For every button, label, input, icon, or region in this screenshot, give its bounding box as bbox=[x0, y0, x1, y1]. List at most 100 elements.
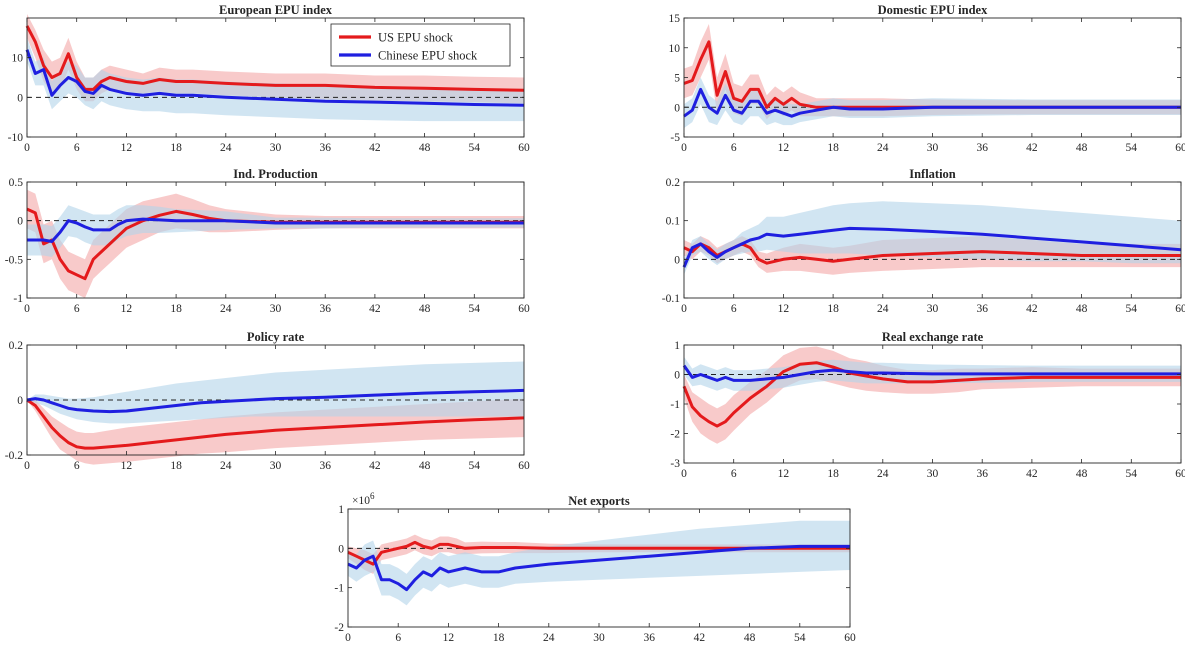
panel-title: Ind. Production bbox=[233, 167, 318, 181]
x-tick-label: 42 bbox=[369, 303, 381, 315]
x-tick-label: 48 bbox=[419, 142, 431, 154]
x-tick-label: 36 bbox=[976, 142, 988, 154]
x-tick-label: 48 bbox=[1076, 468, 1088, 480]
x-tick-label: 18 bbox=[827, 142, 839, 154]
x-tick-label: 48 bbox=[419, 460, 431, 472]
x-tick-label: 0 bbox=[681, 468, 687, 480]
x-tick-label: 30 bbox=[927, 303, 939, 315]
x-tick-label: 36 bbox=[319, 142, 331, 154]
y-tick-label: -0.1 bbox=[662, 293, 680, 305]
panel-title: Real exchange rate bbox=[882, 330, 984, 344]
x-tick-label: 24 bbox=[220, 142, 232, 154]
x-tick-label: 0 bbox=[24, 142, 30, 154]
y-tick-label: -2 bbox=[334, 622, 344, 634]
x-tick-label: 24 bbox=[877, 142, 889, 154]
x-tick-label: 30 bbox=[270, 460, 282, 472]
y-tick-label: 1 bbox=[674, 340, 680, 352]
x-tick-label: 24 bbox=[543, 632, 555, 644]
x-tick-label: 18 bbox=[170, 460, 182, 472]
y-tick-label: -1 bbox=[670, 399, 680, 411]
series-line-chinese-epu-shock bbox=[26, 388, 525, 414]
band-chinese-epu-shock bbox=[684, 201, 1181, 275]
x-tick-label: 12 bbox=[778, 468, 790, 480]
x-tick-label: 18 bbox=[827, 468, 839, 480]
panel-title: Policy rate bbox=[247, 330, 305, 344]
x-tick-label: 60 bbox=[844, 632, 856, 644]
y-tick-label: -2 bbox=[670, 429, 680, 441]
y-tick-label: -3 bbox=[670, 458, 680, 470]
x-tick-label: 6 bbox=[74, 142, 80, 154]
y-tick-label: 15 bbox=[669, 13, 681, 25]
x-tick-label: 48 bbox=[1076, 303, 1088, 315]
x-tick-label: 12 bbox=[778, 142, 790, 154]
x-tick-label: 42 bbox=[369, 460, 381, 472]
y-tick-label: 0.5 bbox=[9, 177, 24, 189]
panel-title: Domestic EPU index bbox=[878, 3, 988, 17]
legend-label-chinese-epu-shock: Chinese EPU shock bbox=[378, 49, 478, 63]
y-tick-label: -0.5 bbox=[5, 254, 23, 266]
x-tick-label: 30 bbox=[270, 142, 282, 154]
x-tick-label: 6 bbox=[74, 460, 80, 472]
series-line-chinese-epu-shock bbox=[682, 226, 1182, 268]
x-tick-label: 0 bbox=[24, 303, 30, 315]
x-tick-label: 36 bbox=[319, 460, 331, 472]
x-tick-label: 60 bbox=[518, 142, 530, 154]
series-line-chinese-epu-shock bbox=[27, 217, 524, 243]
series-line-chinese-epu-shock bbox=[25, 49, 525, 107]
legend: US EPU shock Chinese EPU shock bbox=[330, 23, 511, 67]
axis-scale-label: ×106 bbox=[352, 491, 375, 507]
x-tick-label: 30 bbox=[927, 142, 939, 154]
x-tick-label: 60 bbox=[1175, 468, 1185, 480]
x-tick-label: 18 bbox=[827, 303, 839, 315]
x-tick-label: 42 bbox=[1026, 142, 1038, 154]
x-tick-label: 42 bbox=[1026, 468, 1038, 480]
y-tick-label: 0 bbox=[17, 395, 23, 407]
x-tick-label: 54 bbox=[469, 460, 481, 472]
x-tick-label: 18 bbox=[493, 632, 505, 644]
legend-label-us-epu-shock: US EPU shock bbox=[378, 31, 454, 45]
y-tick-label: 0 bbox=[674, 254, 680, 266]
legend-box bbox=[330, 23, 511, 67]
x-tick-label: 6 bbox=[731, 303, 737, 315]
x-tick-label: 6 bbox=[74, 303, 80, 315]
y-tick-label: 10 bbox=[12, 53, 24, 65]
y-tick-label: 0 bbox=[674, 370, 680, 382]
x-tick-label: 54 bbox=[1126, 303, 1138, 315]
y-tick-label: -5 bbox=[670, 132, 680, 144]
y-tick-label: 0 bbox=[17, 92, 23, 104]
y-tick-label: -1 bbox=[13, 293, 23, 305]
y-tick-label: 0.1 bbox=[666, 216, 681, 228]
x-tick-label: 48 bbox=[744, 632, 756, 644]
y-tick-label: 5 bbox=[674, 73, 680, 85]
x-tick-label: 42 bbox=[1026, 303, 1038, 315]
x-tick-label: 42 bbox=[694, 632, 706, 644]
y-tick-label: 10 bbox=[669, 43, 681, 55]
x-tick-label: 48 bbox=[1076, 142, 1088, 154]
x-tick-label: 30 bbox=[270, 303, 282, 315]
x-tick-label: 6 bbox=[395, 632, 401, 644]
x-tick-label: 36 bbox=[976, 468, 988, 480]
series-line-us-epu-shock bbox=[25, 25, 525, 92]
x-tick-label: 30 bbox=[593, 632, 605, 644]
x-tick-label: 48 bbox=[419, 303, 431, 315]
x-tick-label: 12 bbox=[778, 303, 790, 315]
x-tick-label: 54 bbox=[1126, 468, 1138, 480]
x-tick-label: 36 bbox=[976, 303, 988, 315]
x-tick-label: 6 bbox=[731, 142, 737, 154]
x-tick-label: 0 bbox=[681, 303, 687, 315]
x-tick-label: 12 bbox=[121, 142, 133, 154]
x-tick-label: 24 bbox=[220, 460, 232, 472]
band-us-epu-shock bbox=[684, 24, 1181, 120]
x-tick-label: 36 bbox=[319, 303, 331, 315]
x-tick-label: 6 bbox=[731, 468, 737, 480]
y-tick-label: -1 bbox=[334, 583, 344, 595]
x-tick-label: 54 bbox=[794, 632, 806, 644]
panel-real-exchange-rate: 0 6 12 18 24 30 36 42 48 54 60 -3 -2 -1 0 1 Real exchang… bbox=[670, 330, 1185, 480]
x-tick-label: 36 bbox=[643, 632, 655, 644]
series-line-chinese-epu-shock bbox=[683, 87, 1181, 118]
band-chinese-epu-shock bbox=[684, 77, 1181, 129]
x-tick-label: 12 bbox=[443, 632, 455, 644]
y-tick-label: -10 bbox=[8, 132, 24, 144]
